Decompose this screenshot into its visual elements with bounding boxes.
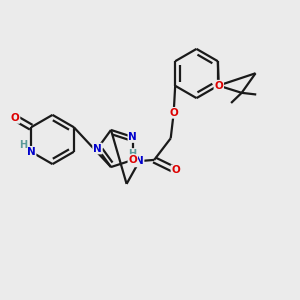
Text: O: O [169,108,178,118]
Text: N: N [93,143,102,154]
Text: O: O [171,165,180,176]
Text: O: O [128,155,137,165]
Text: N: N [135,156,144,167]
Text: H: H [19,140,27,150]
Text: O: O [11,113,20,123]
Text: N: N [128,132,137,142]
Text: H: H [128,149,136,159]
Text: O: O [214,81,223,91]
Text: N: N [27,147,36,157]
